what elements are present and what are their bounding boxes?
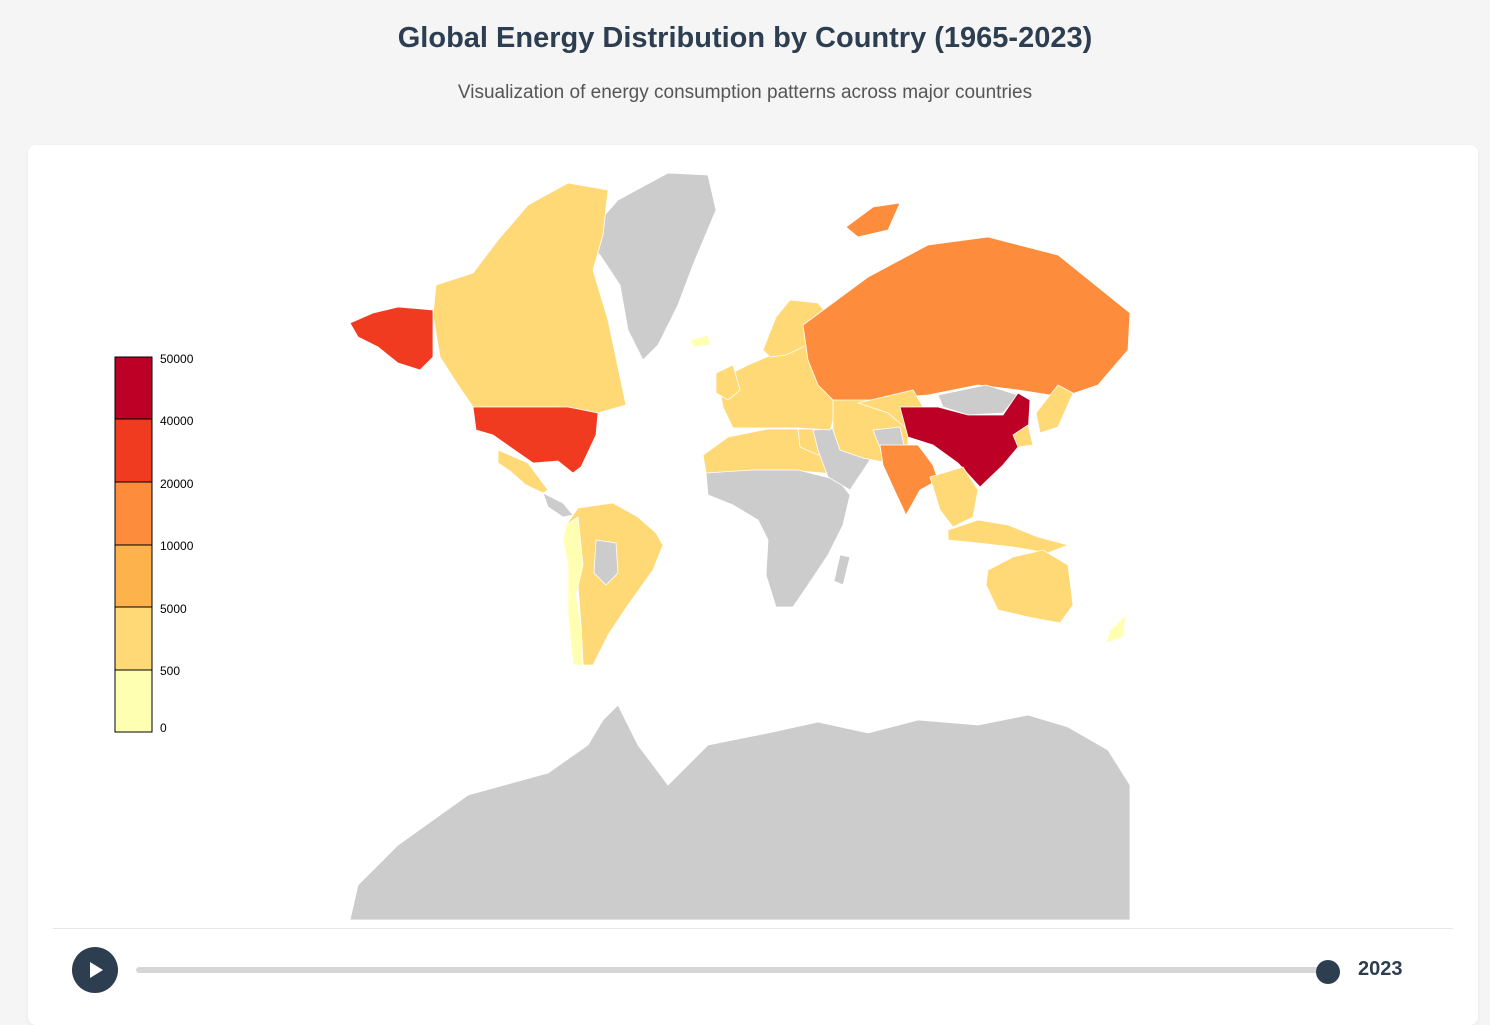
region-mid-south-america[interactable]	[593, 539, 619, 586]
world-map: 50000 40000 20000 10000 5000 500 0	[114, 172, 1131, 921]
region-new-zealand[interactable]	[1105, 613, 1127, 644]
legend-tick-500: 500	[160, 664, 180, 678]
legend-tick-20000: 20000	[160, 477, 194, 491]
region-australia[interactable]	[985, 549, 1074, 624]
region-mexico[interactable]	[497, 449, 549, 494]
region-canada[interactable]	[432, 182, 627, 414]
region-greenland[interactable]	[582, 172, 717, 361]
region-usa[interactable]	[472, 406, 599, 474]
region-andes-west[interactable]	[562, 516, 584, 666]
color-legend: 50000 40000 20000 10000 5000 500 0	[114, 352, 194, 735]
region-central-america[interactable]	[542, 492, 574, 518]
legend-tick-40000: 40000	[160, 414, 194, 428]
legend-swatch-4	[114, 606, 153, 671]
legend-tick-10000: 10000	[160, 539, 194, 553]
legend-swatch-0	[114, 356, 153, 420]
region-iceland[interactable]	[689, 334, 711, 348]
legend-tick-0: 0	[160, 721, 167, 735]
map-card: 50000 40000 20000 10000 5000 500 0 2023	[28, 145, 1478, 1025]
legend-swatch-3	[114, 544, 153, 608]
page-subtitle: Visualization of energy consumption patt…	[457, 82, 1033, 103]
legend-swatch-5	[114, 669, 153, 733]
region-antarctica[interactable]	[349, 704, 1131, 921]
region-mongolia[interactable]	[937, 384, 1019, 416]
region-indonesia[interactable]	[947, 519, 1070, 554]
year-slider[interactable]	[136, 960, 1340, 984]
legend-boxes	[114, 356, 153, 733]
page-title: Global Energy Distribution by Country (1…	[397, 22, 1093, 54]
region-india[interactable]	[879, 444, 939, 516]
map-regions	[349, 172, 1131, 921]
legend-tick-5000: 5000	[160, 602, 187, 616]
region-southeast-asia[interactable]	[929, 466, 979, 528]
region-russian-arctic-islands[interactable]	[845, 202, 901, 238]
region-uk-ireland[interactable]	[715, 364, 741, 401]
region-sub-saharan-africa[interactable]	[705, 469, 851, 608]
legend-swatch-2	[114, 481, 153, 546]
region-japan[interactable]	[1035, 384, 1074, 434]
region-alaska[interactable]	[349, 306, 434, 371]
region-russia[interactable]	[802, 236, 1131, 404]
year-label: 2023	[1358, 958, 1403, 980]
play-icon	[90, 962, 103, 978]
divider	[53, 928, 1453, 929]
legend-swatch-1	[114, 418, 153, 483]
region-korea[interactable]	[1012, 424, 1034, 448]
year-slider-handle[interactable]	[1316, 960, 1340, 984]
region-madagascar[interactable]	[833, 554, 851, 586]
play-button[interactable]	[72, 947, 118, 993]
legend-tick-50000: 50000	[160, 352, 194, 366]
